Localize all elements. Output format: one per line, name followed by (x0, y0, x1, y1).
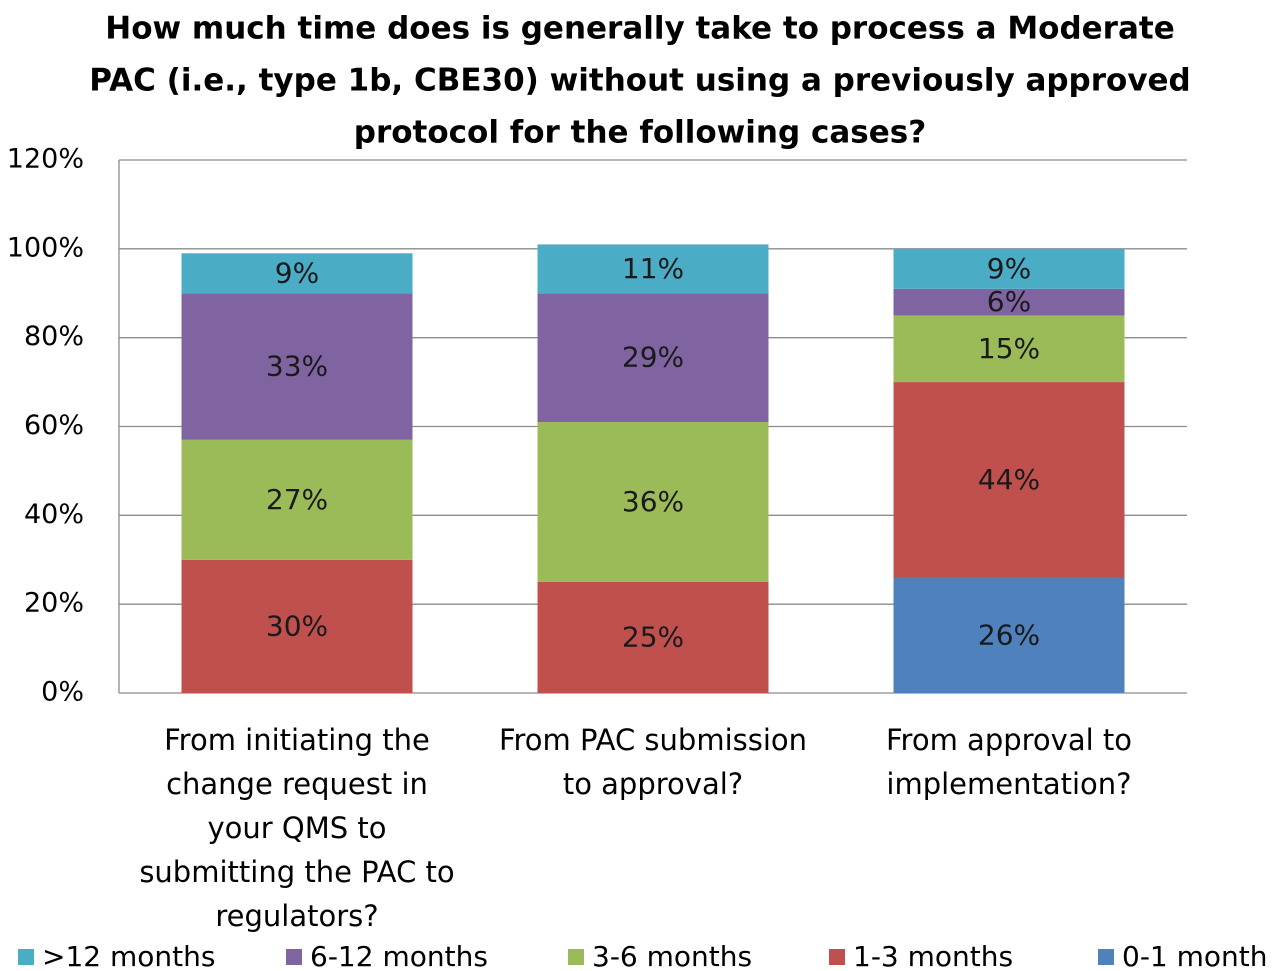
chart-title-line: protocol for the following cases? (354, 115, 926, 151)
chart-title-line: PAC (i.e., type 1b, CBE30) without using… (89, 63, 1191, 99)
legend-label: 0-1 month (1122, 940, 1268, 971)
legend-label: 1-3 months (853, 940, 1013, 971)
bars (181, 244, 1125, 693)
legend-swatch (286, 949, 302, 965)
data-label: 9% (275, 256, 319, 289)
legend-item: 1-3 months (829, 940, 1013, 971)
bar-segment (181, 253, 413, 294)
legend-item: 0-1 month (1098, 940, 1268, 971)
data-label: 36% (622, 485, 684, 518)
y-axis-ticks: 0% 20% 40% 60% 80% 100% 120% (7, 144, 84, 708)
x-category-label: your QMS to (207, 811, 386, 845)
legend-label: >12 months (42, 940, 215, 971)
y-tick-label: 100% (7, 232, 84, 263)
data-label: 6% (987, 285, 1031, 318)
chart-title-line: How much time does is generally take to … (105, 11, 1175, 47)
x-category-label: From approval to (886, 723, 1132, 757)
data-label: 15% (978, 332, 1040, 365)
y-tick-label: 80% (24, 321, 84, 352)
x-category-label: From PAC submission (499, 723, 807, 757)
x-category-label: From initiating the (164, 723, 430, 757)
data-label: 30% (266, 609, 328, 642)
x-category-label: implementation? (886, 767, 1131, 801)
bar-segment (893, 577, 1125, 693)
bar-segment (181, 439, 413, 560)
chart-title: How much time does is generally take to … (89, 11, 1191, 151)
data-label: 33% (266, 350, 328, 383)
data-label: 9% (987, 252, 1031, 285)
bar-segment (537, 244, 769, 294)
legend-item: >12 months (18, 940, 215, 971)
y-tick-label: 60% (24, 410, 84, 441)
bar-segment (537, 581, 769, 693)
legend-item: 3-6 months (568, 940, 752, 971)
legend-swatch (1098, 949, 1114, 965)
bar-segment (893, 248, 1125, 289)
y-tick-label: 120% (7, 144, 84, 175)
data-label: 25% (622, 620, 684, 653)
data-label: 44% (978, 463, 1040, 496)
y-tick-label: 20% (24, 588, 84, 619)
legend-swatch (829, 949, 845, 965)
bar-segment (537, 293, 769, 423)
bar-segment (181, 559, 413, 693)
data-label: 11% (622, 252, 684, 285)
legend-label: 3-6 months (592, 940, 752, 971)
data-labels: 30%27%33%9%25%36%29%11%26%44%15%6%9% (266, 252, 1040, 654)
legend-swatch (18, 949, 34, 965)
y-tick-label: 40% (24, 499, 84, 530)
legend-swatch (568, 949, 584, 965)
y-tick-label: 0% (41, 677, 84, 708)
bar-segment (893, 382, 1125, 578)
bar-segment (893, 315, 1125, 383)
bar-segment (181, 293, 413, 440)
data-label: 27% (266, 483, 328, 516)
x-category-label: submitting the PAC to (139, 855, 454, 889)
data-label: 26% (978, 618, 1040, 651)
x-category-label: regulators? (215, 899, 378, 933)
legend-label: 6-12 months (310, 940, 488, 971)
data-label: 29% (622, 341, 684, 374)
x-axis-categories: From initiating the change request in your… (139, 723, 1132, 933)
bar-segment (537, 422, 769, 582)
legend: >12 months 6-12 months 3-6 months 1-3 month… (18, 940, 1268, 971)
x-category-label: change request in (166, 767, 428, 801)
x-category-label: to approval? (563, 767, 743, 801)
bar-segment (893, 288, 1125, 316)
legend-item: 6-12 months (286, 940, 488, 971)
